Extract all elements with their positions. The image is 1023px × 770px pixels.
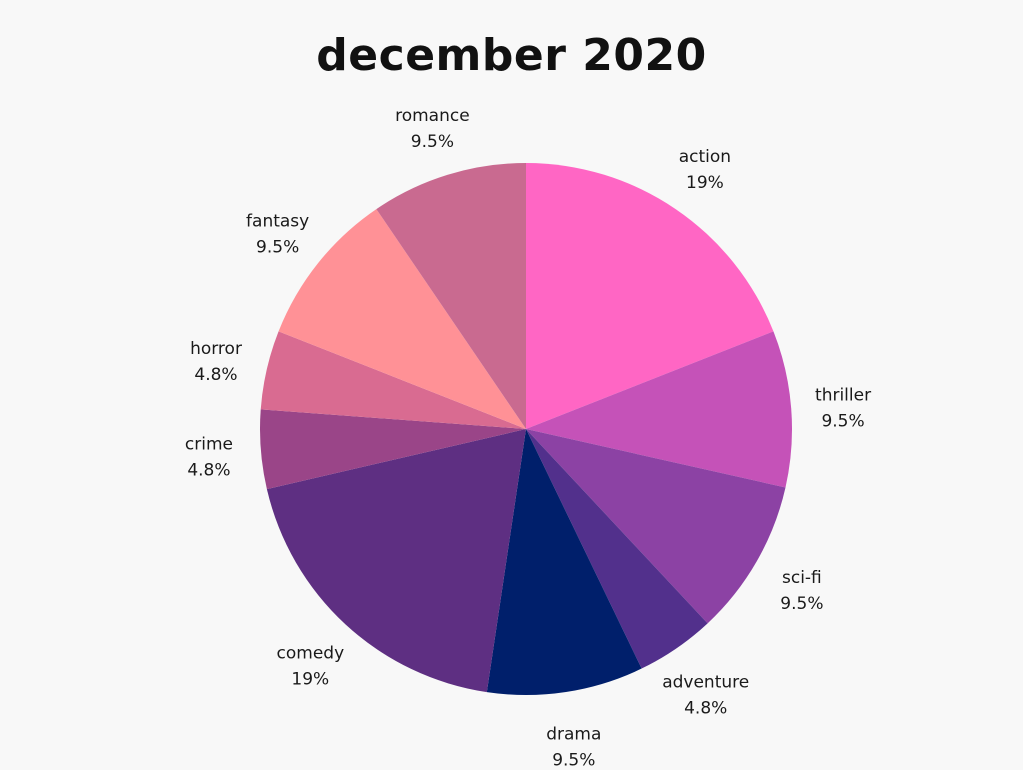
slice-label-sci-fi: sci-fi	[782, 568, 822, 588]
pie-slices	[260, 163, 792, 695]
pie-slice-crime	[260, 409, 526, 490]
slice-label-horror: horror	[190, 339, 242, 359]
slice-label-romance: romance	[395, 106, 470, 126]
slice-value-comedy: 19%	[291, 670, 329, 690]
slice-label-fantasy: fantasy	[246, 211, 309, 231]
pie-slice-thriller	[526, 331, 792, 488]
pie-slice-fantasy	[278, 209, 526, 429]
pie-slice-adventure	[526, 429, 708, 669]
slice-value-action: 19%	[686, 173, 724, 193]
slice-value-sci-fi: 9.5%	[780, 594, 823, 614]
pie-labels: action 19% thriller 9.5% sci-fi 9.5% adventure…	[185, 106, 871, 770]
slice-label-comedy: comedy	[277, 644, 345, 664]
slice-label-adventure: adventure	[662, 672, 749, 692]
slice-label-crime: crime	[185, 434, 233, 454]
pie-slice-horror	[260, 331, 526, 429]
pie-slice-sci-fi	[526, 429, 786, 624]
pie-slice-action	[526, 163, 774, 429]
slice-label-action: action	[679, 147, 731, 167]
slice-value-crime: 4.8%	[187, 460, 230, 480]
chart-title: december 2020	[316, 30, 707, 81]
slice-value-fantasy: 9.5%	[256, 237, 299, 257]
pie-slice-comedy	[266, 429, 526, 693]
slice-value-drama: 9.5%	[552, 750, 595, 770]
slice-value-adventure: 4.8%	[684, 698, 727, 718]
pie-slice-drama	[486, 429, 642, 695]
slice-value-horror: 4.8%	[194, 365, 237, 385]
slice-label-thriller: thriller	[815, 386, 871, 406]
slice-value-thriller: 9.5%	[821, 412, 864, 432]
slice-label-drama: drama	[546, 724, 601, 744]
slice-value-romance: 9.5%	[411, 132, 454, 152]
pie-slice-romance	[376, 163, 526, 429]
